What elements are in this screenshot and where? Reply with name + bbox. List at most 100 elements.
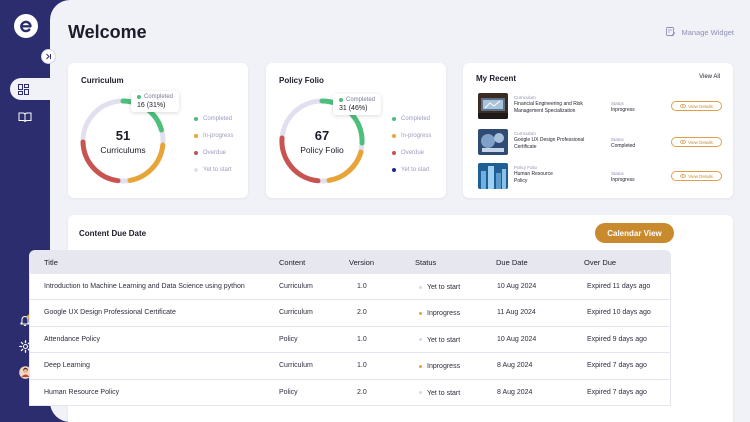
table-row[interactable]: Deep Learning Curriculum 1.0 Inprogress 8 Au… <box>29 353 671 380</box>
row-status: Inprogress <box>419 363 460 370</box>
status-dot <box>419 391 422 395</box>
content-due-title: Content Due Date <box>79 229 147 238</box>
recent-status: Inprogress <box>611 107 635 113</box>
curriculum-donut: 51 Curriculums <box>78 96 168 186</box>
policy-center-label: Policy Folio <box>300 144 344 155</box>
recent-name: Human Resource Policy <box>514 171 553 184</box>
table-body: Introduction to Machine Learning and Dat… <box>29 274 671 406</box>
policy-total: 67 <box>314 127 330 143</box>
eye-icon <box>680 140 687 144</box>
legend-completed: Completed <box>194 110 233 127</box>
recent-item[interactable]: Curriculum Financial Engineering and Ris… <box>478 93 722 119</box>
view-details-button[interactable]: View Details <box>671 171 722 181</box>
my-recent-title: My Recent <box>476 74 517 83</box>
sidebar-item-dashboard[interactable] <box>10 78 50 100</box>
row-over-due: Expired 7 days ago <box>587 362 647 370</box>
row-title: Attendance Policy <box>44 335 101 343</box>
table-row[interactable]: Google UX Design Professional Certificat… <box>29 300 671 327</box>
sidebar-collapse-button[interactable] <box>41 49 56 64</box>
row-content: Curriculum <box>279 362 313 370</box>
manage-widget-button[interactable]: Manage Widget <box>666 27 734 37</box>
curriculum-total: 51 <box>115 127 131 143</box>
book-icon <box>18 112 32 122</box>
sidebar-item-library[interactable] <box>12 106 38 128</box>
legend-overdue: Overdue <box>392 144 431 161</box>
policy-title: Policy Folio <box>279 76 324 85</box>
policy-legend: Completed In-progress Overdue Yet to sta… <box>392 110 431 178</box>
legend-yet-to-start: Yet to start <box>194 161 233 178</box>
widget-edit-icon <box>666 27 676 37</box>
view-all-link[interactable]: View All <box>699 74 720 80</box>
course-thumbnail-image <box>478 93 508 119</box>
tooltip-label: Completed <box>144 94 174 100</box>
recent-status-label: Status <box>611 171 624 176</box>
col-version[interactable]: Version <box>349 258 375 267</box>
row-status: Yet to start <box>419 284 460 291</box>
row-version: 2.0 <box>357 388 367 396</box>
overdue-segment <box>80 139 121 184</box>
dashboard-icon <box>17 83 29 95</box>
eye-icon <box>680 174 687 178</box>
completed-dot <box>339 98 343 102</box>
view-details-button[interactable]: View Details <box>671 101 722 111</box>
row-content: Curriculum <box>279 309 313 317</box>
legend-inprogress: In-progress <box>392 127 431 144</box>
inprogress-segment <box>326 149 364 183</box>
row-title: Google UX Design Professional Certificat… <box>44 309 176 317</box>
policy-thumbnail-image <box>478 163 508 189</box>
calendar-view-button[interactable]: Calendar View <box>595 223 674 243</box>
col-over-due[interactable]: Over Due <box>584 258 617 267</box>
sidebar-item-profile[interactable] <box>12 361 38 383</box>
legend-inprogress: In-progress <box>194 127 233 144</box>
policy-tooltip: Completed 31 (46%) <box>333 94 382 115</box>
row-over-due: Expired 11 days ago <box>587 283 651 290</box>
row-version: 1.0 <box>357 362 367 370</box>
curriculum-legend: Completed In-progress Overdue Yet to sta… <box>194 110 233 178</box>
row-due-date: 8 Aug 2024 <box>497 362 533 370</box>
status-dot <box>419 285 422 289</box>
view-details-button[interactable]: View Details <box>671 137 722 147</box>
recent-type: Policy Folio <box>514 165 538 170</box>
content-due-table: Title Content Version Status Due Date Ov… <box>29 250 671 406</box>
curriculum-center-label: Curriculums <box>100 144 146 155</box>
row-status: Inprogress <box>419 310 460 317</box>
recent-status-label: Status <box>611 137 624 142</box>
row-due-date: 11 Aug 2024 <box>497 309 536 317</box>
recent-status: Completed <box>611 143 636 149</box>
curriculum-card: Curriculum 51 Curriculums Completed 16 (… <box>68 63 248 198</box>
row-due-date: 8 Aug 2024 <box>497 388 533 396</box>
inprogress-segment <box>127 142 166 183</box>
row-version: 1.0 <box>357 335 367 343</box>
row-title: Introduction to Machine Learning and Dat… <box>44 283 245 290</box>
status-dot <box>419 312 422 316</box>
avatar <box>18 365 32 379</box>
row-content: Policy <box>279 388 298 396</box>
table-row[interactable]: Introduction to Machine Learning and Dat… <box>29 274 671 301</box>
recent-status: Inprogress <box>611 177 635 183</box>
row-version: 1.0 <box>357 283 367 290</box>
recent-item[interactable]: Curriculum Google UX Design Professional… <box>478 129 722 155</box>
manage-widget-label: Manage Widget <box>681 27 734 37</box>
col-due-date[interactable]: Due Date <box>496 258 528 267</box>
legend-completed: Completed <box>392 110 431 127</box>
overdue-segment <box>279 135 321 184</box>
row-over-due: Expired 7 days ago <box>587 388 647 396</box>
table-row[interactable]: Human Resource Policy Policy 2.0 Yet to sta… <box>29 379 671 406</box>
page-title: Welcome <box>68 22 147 42</box>
status-dot <box>419 364 422 368</box>
table-row[interactable]: Attendance Policy Policy 1.0 Yet to start 10… <box>29 326 671 354</box>
recent-item[interactable]: Policy Folio Human Resource Policy Statu… <box>478 163 722 189</box>
app-logo[interactable] <box>14 14 38 38</box>
row-content: Curriculum <box>279 283 313 290</box>
row-over-due: Expired 10 days ago <box>587 309 651 317</box>
eye-icon <box>680 104 687 108</box>
col-content[interactable]: Content <box>279 258 306 267</box>
col-title[interactable]: Title <box>44 258 58 267</box>
col-status[interactable]: Status <box>415 258 437 267</box>
row-status: Yet to start <box>419 390 460 397</box>
row-due-date: 10 Aug 2024 <box>497 335 537 343</box>
sidebar <box>0 0 50 422</box>
recent-type: Curriculum <box>514 95 536 100</box>
row-due-date: 10 Aug 2024 <box>497 283 537 290</box>
row-content: Policy <box>279 335 298 343</box>
